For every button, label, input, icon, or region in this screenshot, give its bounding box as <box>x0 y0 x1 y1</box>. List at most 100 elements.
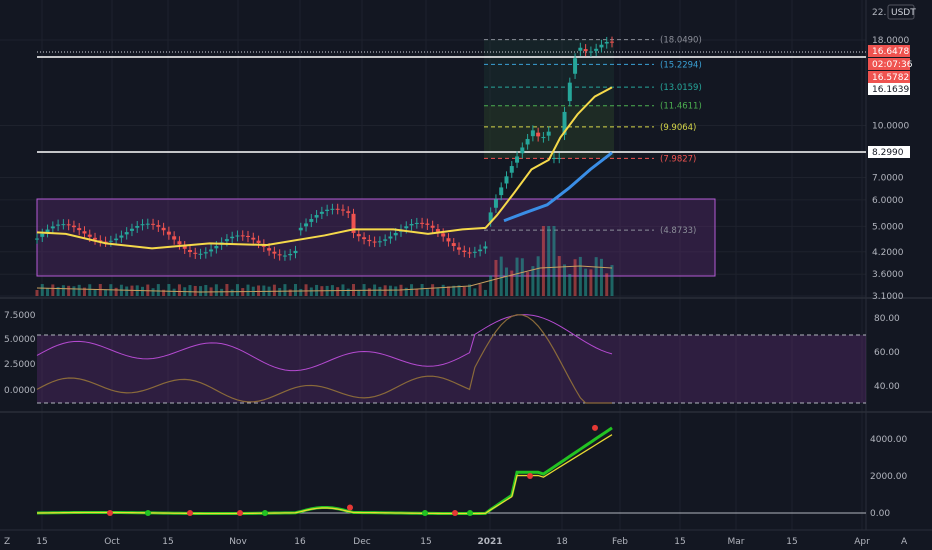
volume-bar <box>193 285 197 296</box>
moving-average-fast[interactable] <box>36 86 613 250</box>
candle-body <box>40 233 45 237</box>
volume-bar <box>610 265 614 296</box>
auto-scale-icon[interactable]: A <box>901 537 908 547</box>
oscillator-tick-label: 2000.00 <box>870 472 907 482</box>
volume-bar <box>56 287 60 296</box>
candle-body <box>156 225 161 227</box>
candle-body <box>224 239 229 242</box>
candle-body <box>594 48 599 51</box>
oscillator-tick-label: 0.00 <box>870 509 890 519</box>
candles <box>35 36 614 261</box>
candle-body <box>610 41 614 43</box>
price-tick-label: 3.1000 <box>872 292 904 302</box>
fib-level-label: (15.2294) <box>660 60 702 70</box>
candle-body <box>304 223 309 227</box>
volume-bar <box>531 266 535 296</box>
candle-body <box>77 228 82 231</box>
rsi-pane[interactable] <box>36 314 866 404</box>
candle-body <box>435 229 440 232</box>
time-axis[interactable]: 15 Oct 15 Nov 16 Dec 15 2021 18 Feb 15 Mar 15 Apr Z A <box>4 537 908 547</box>
candle-body <box>108 240 113 242</box>
price-tick-label: 5.0000 <box>872 222 904 232</box>
volume-bar <box>235 284 239 296</box>
candle-body <box>298 227 303 231</box>
candle-body <box>193 252 198 254</box>
fib-level-label: (11.4611) <box>660 102 702 112</box>
cross-marker-red <box>452 510 458 516</box>
volume-bar <box>599 258 603 296</box>
volume-bar <box>177 284 181 296</box>
countdown-tag: 02:07:36 <box>872 60 913 70</box>
candle-body <box>235 235 240 237</box>
volume-bar <box>510 270 514 296</box>
candle-body <box>488 212 493 222</box>
candle-body <box>504 176 509 184</box>
currency-box[interactable] <box>887 4 915 20</box>
volume-bar <box>520 258 524 296</box>
candle-body <box>82 231 87 234</box>
candle-body <box>203 252 208 254</box>
volume-bar <box>388 285 392 296</box>
candle-body <box>50 226 55 229</box>
volume-bar <box>446 286 450 296</box>
oscillator-signal-line <box>36 434 613 515</box>
rsi-tick-label: 60.00 <box>874 348 900 358</box>
volume-bar <box>225 284 229 296</box>
candle-body <box>425 223 430 225</box>
candle-body <box>325 209 330 211</box>
volume-bar <box>272 284 276 296</box>
time-tick-label: Apr <box>854 537 870 547</box>
rsi-band-fill <box>37 335 866 403</box>
volume-bar <box>499 256 503 296</box>
candle-body <box>93 237 98 240</box>
cross-marker-green <box>145 510 151 516</box>
level-tag-bg <box>868 146 910 158</box>
candle-body <box>145 223 150 225</box>
candle-body <box>98 240 103 242</box>
volume-bar <box>220 288 224 296</box>
candle-body <box>441 233 446 237</box>
volume-bar <box>257 285 261 296</box>
oscillator-pane[interactable] <box>36 424 866 516</box>
price-axis[interactable]: 22. 18.0000 10.0000 7.0000 6.0000 5.0000 4.200… <box>4 4 916 519</box>
volume-bar <box>552 226 556 296</box>
candle-body <box>103 241 108 243</box>
volume-bar <box>299 288 303 296</box>
volume-bar <box>188 285 192 296</box>
volume-bar <box>589 269 593 296</box>
fib-level-label: (4.8733) <box>660 226 696 236</box>
zoom-icon[interactable]: Z <box>4 537 10 547</box>
candle-body <box>493 199 498 208</box>
cross-marker-red <box>527 473 533 479</box>
low-line-tag: 16.1639 <box>872 85 909 95</box>
currency-label: USDT <box>891 8 916 18</box>
candle-body <box>35 238 39 240</box>
moving-average-slow[interactable] <box>503 151 613 223</box>
volume-bar <box>547 226 551 296</box>
candle-body <box>288 253 293 256</box>
candle-body <box>151 223 156 225</box>
volume-bar <box>483 289 487 296</box>
candle-body <box>66 224 71 226</box>
rsi-tick-label: 40.00 <box>874 382 900 392</box>
price-tick-label: 4.2000 <box>872 248 904 258</box>
candle-body <box>71 225 76 228</box>
time-tick-label: Mar <box>728 537 745 547</box>
volume-bar <box>67 285 71 296</box>
volume-bar <box>594 257 598 296</box>
volume-bar <box>441 284 445 296</box>
price-pane[interactable]: (18.0490) (15.2294) (13.0159) (11.4611) (9.9… <box>35 36 866 296</box>
candle-body <box>451 243 456 246</box>
volume-bar <box>431 284 435 296</box>
candle-body <box>520 147 525 154</box>
candle-body <box>604 41 609 44</box>
countdown-tag-bg <box>868 58 910 70</box>
volume-bar <box>578 256 582 296</box>
candle-body <box>478 249 483 252</box>
candle-body <box>404 226 409 229</box>
fib-level-label: (18.0490) <box>660 36 702 46</box>
candle-body <box>551 158 556 160</box>
candle-body <box>309 219 314 222</box>
